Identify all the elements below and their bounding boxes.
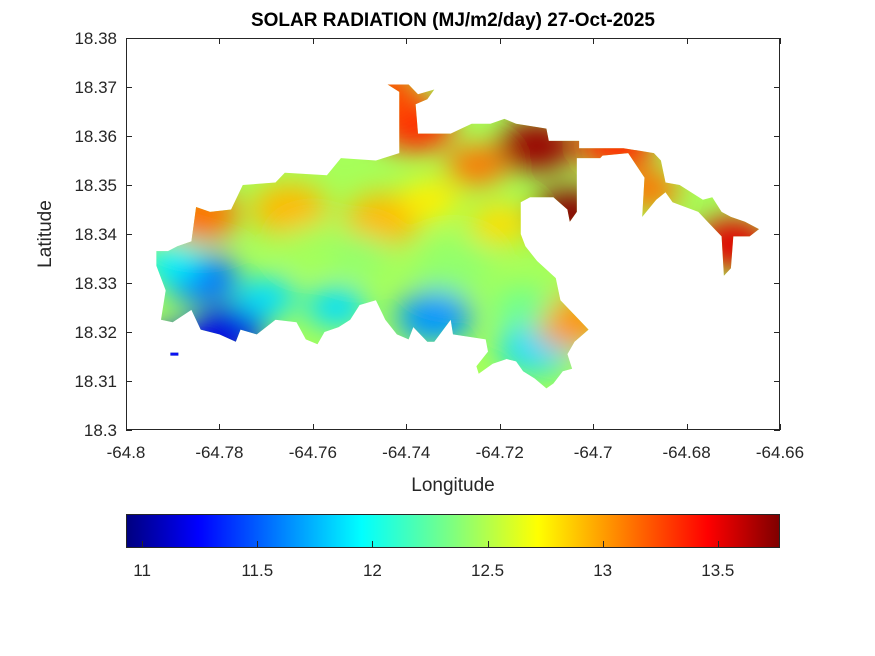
chart-title: SOLAR RADIATION (MJ/m2/day) 27-Oct-2025 — [251, 10, 655, 31]
heatmap-field — [156, 84, 759, 389]
heatmap-fill-region — [282, 223, 343, 264]
heatmap-region-south-central-blue — [396, 291, 473, 344]
y-tick-label: 18.37 — [74, 78, 117, 97]
y-tick-label: 18.38 — [74, 29, 117, 48]
colorbar-tick-label: 12 — [363, 561, 382, 580]
heatmap-region-small-peak — [531, 188, 608, 241]
x-tick-label: -64.74 — [382, 443, 430, 462]
x-tick-label: -64.76 — [289, 443, 337, 462]
heatmap-fill-region — [156, 243, 203, 284]
y-tick-label: 18.31 — [74, 372, 117, 391]
y-axis-label: Latitude — [35, 200, 56, 268]
heatmap-fill-region — [236, 277, 297, 318]
heatmap-fill-region — [399, 179, 460, 220]
heatmap-fill-region — [469, 204, 530, 245]
colorbar-tick-label: 13 — [593, 561, 612, 580]
x-tick-label: -64.66 — [756, 443, 804, 462]
heatmap-fill-region — [329, 233, 390, 274]
heatmap-region-east-arm — [578, 119, 655, 172]
x-axis-label: Longitude — [411, 475, 494, 496]
heatmap-region-far-west-red — [162, 188, 239, 241]
heatmap-region-north-tip — [344, 84, 421, 118]
y-tick-label: 18.32 — [74, 323, 117, 342]
heatmap-region-east-cape — [695, 217, 759, 270]
heatmap-fill-region — [306, 287, 367, 328]
heatmap-region-islet-west — [156, 328, 216, 381]
colorbar-tick-label: 12.5 — [471, 561, 504, 580]
y-tick-label: 18.34 — [74, 225, 117, 244]
heatmap-region-east-north-peak — [499, 119, 576, 172]
y-tick-label: 18.33 — [74, 274, 117, 293]
colorbar — [126, 514, 780, 548]
x-tick-label: -64.78 — [195, 443, 243, 462]
y-tick-label: 18.3 — [84, 421, 117, 440]
x-tick-label: -64.68 — [662, 443, 710, 462]
colorbar-tick-label: 11.5 — [241, 561, 273, 580]
y-tick-label: 18.35 — [74, 176, 117, 195]
heatmap-fill-region — [619, 169, 680, 210]
x-tick-label: -64.8 — [107, 443, 146, 462]
heatmap-region-central-green — [415, 242, 491, 295]
x-tick-label: -64.72 — [476, 443, 524, 462]
x-tick-label: -64.7 — [574, 443, 613, 462]
heatmap-fill-region — [493, 287, 554, 328]
heatmap-region-west-orange — [251, 183, 328, 236]
heatmap-fill-region — [446, 145, 507, 186]
colorbar-tick-label: 11 — [133, 561, 151, 580]
heatmap-region-north-red — [377, 100, 454, 153]
colorbar-tick-label: 13.5 — [701, 561, 734, 580]
y-tick-label: 18.36 — [74, 127, 117, 146]
